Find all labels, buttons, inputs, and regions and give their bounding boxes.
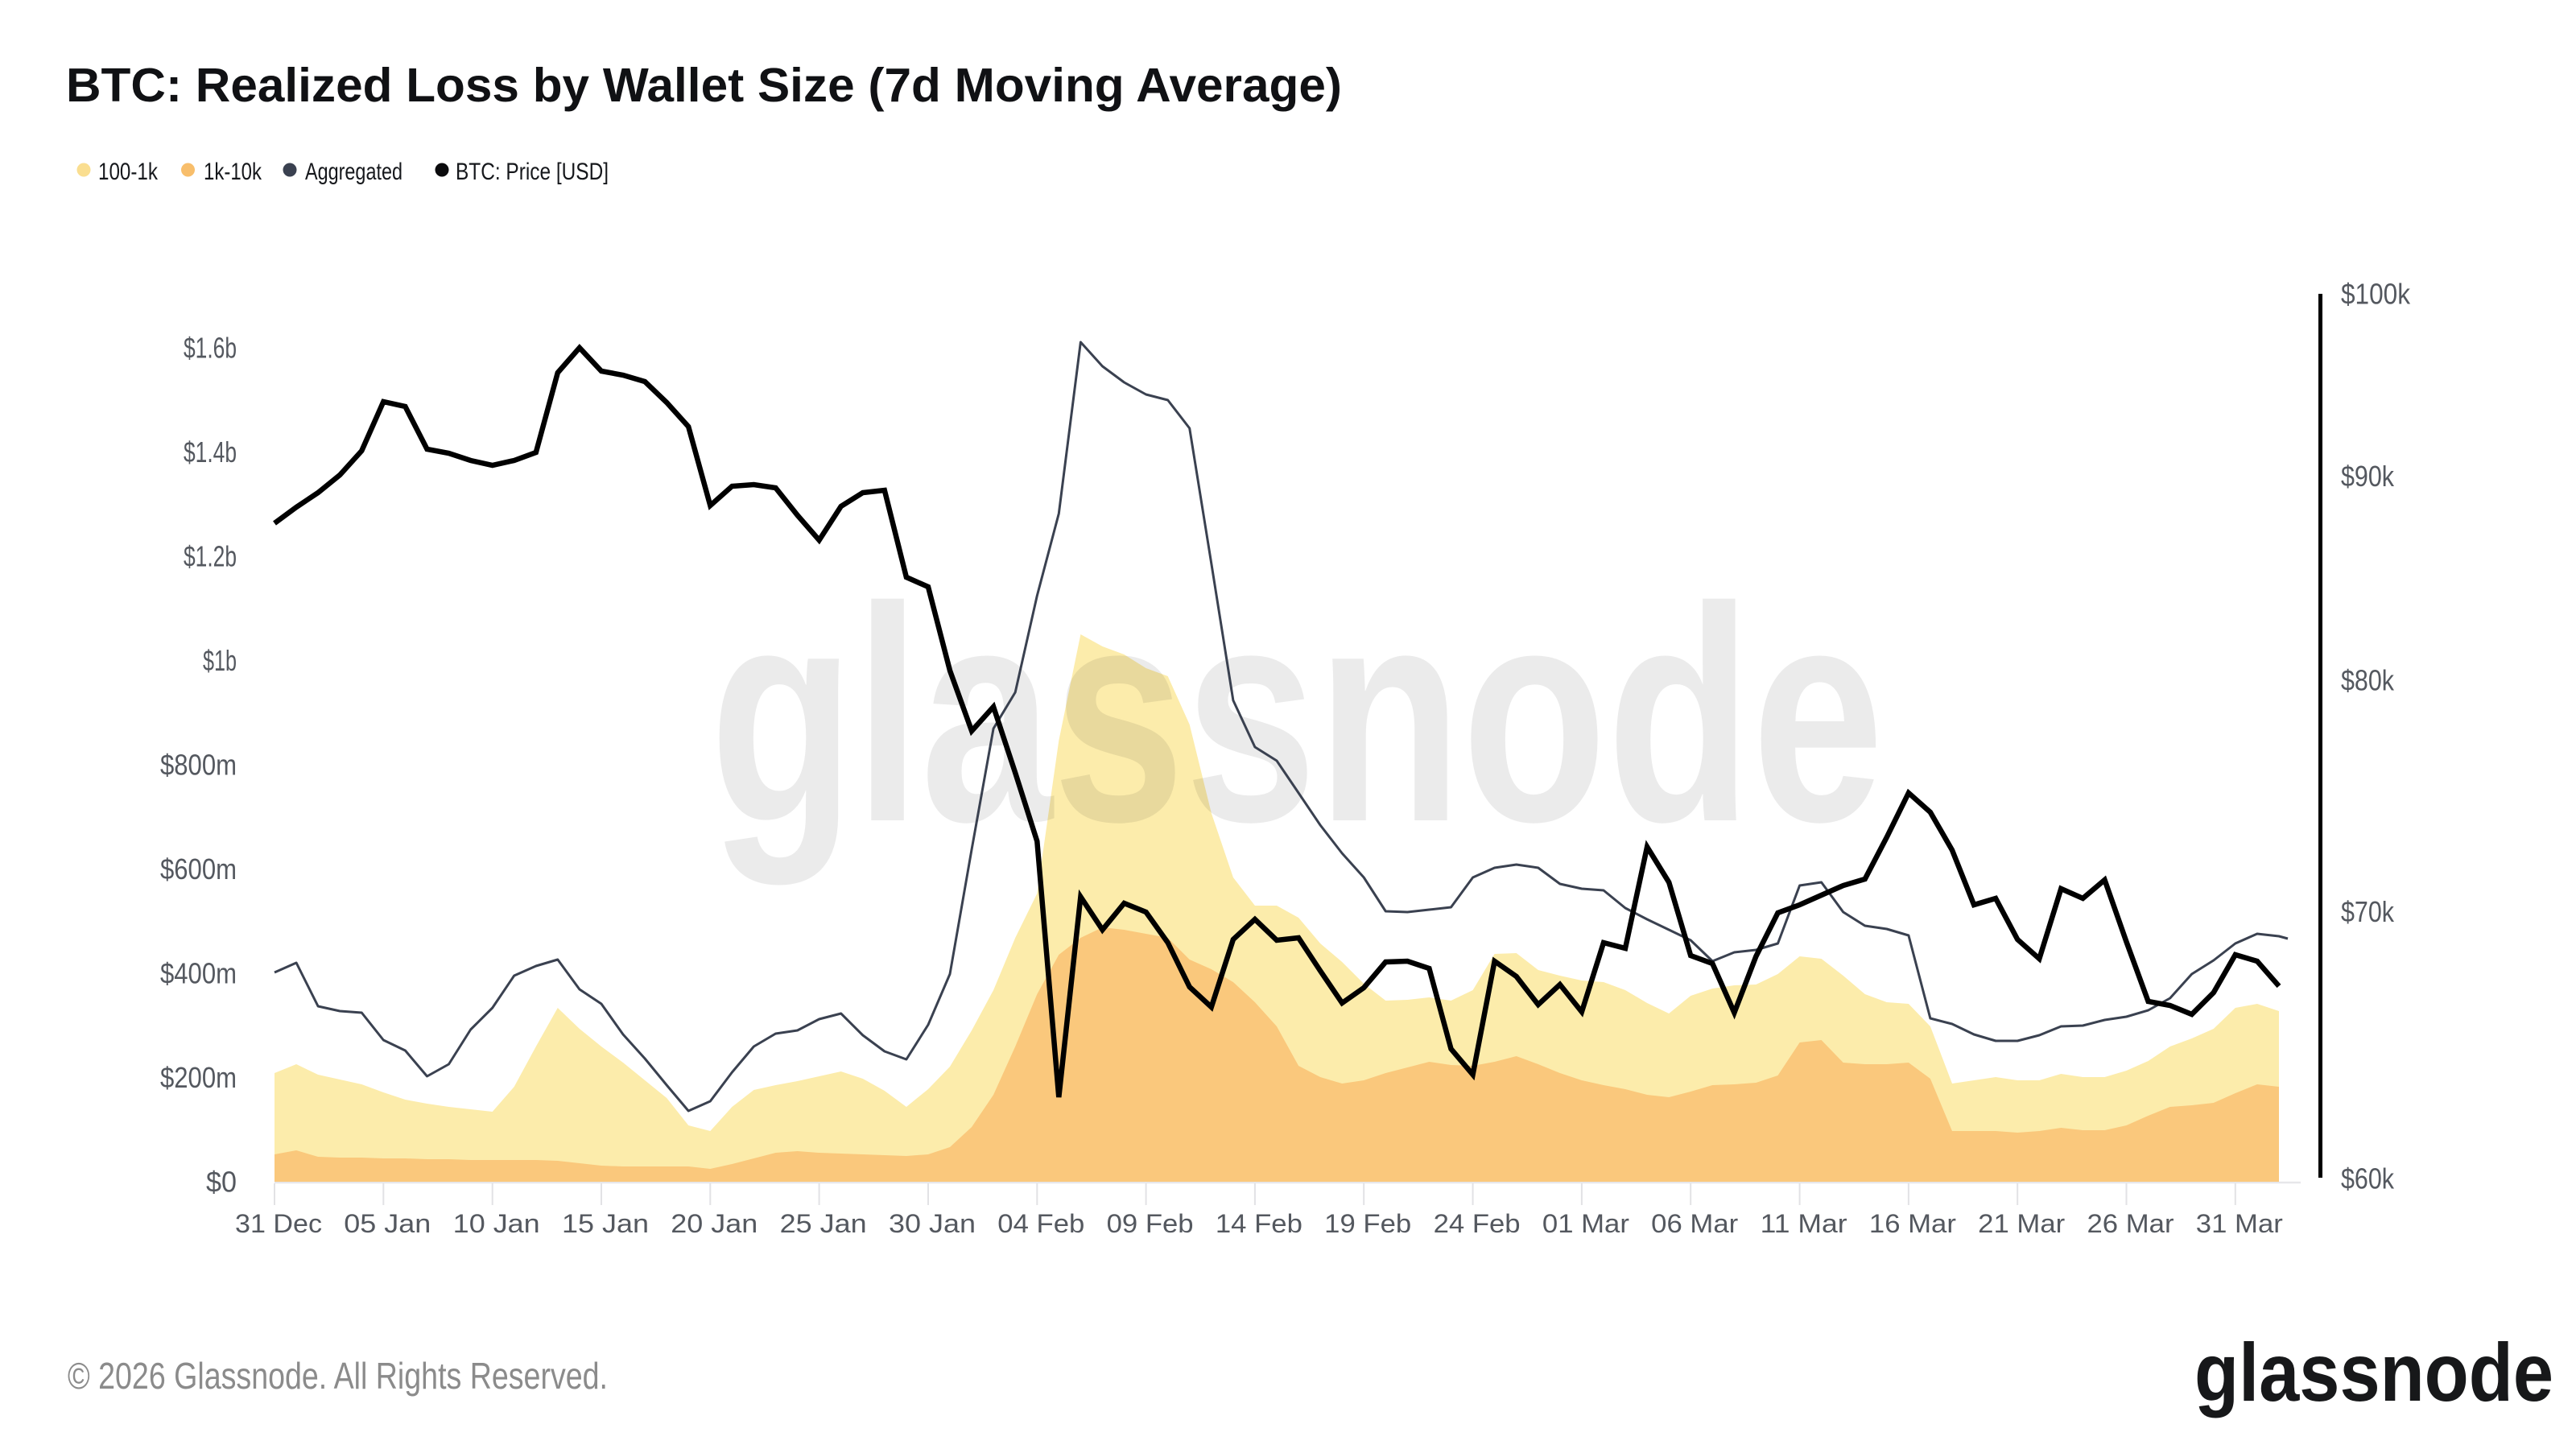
svg-text:31 Mar: 31 Mar bbox=[2196, 1209, 2283, 1238]
svg-text:04 Feb: 04 Feb bbox=[997, 1209, 1084, 1238]
svg-text:06 Mar: 06 Mar bbox=[1651, 1209, 1738, 1238]
svg-text:21 Mar: 21 Mar bbox=[1978, 1209, 2065, 1238]
svg-text:© 2026 Glassnode. All Rights R: © 2026 Glassnode. All Rights Reserved. bbox=[68, 1355, 608, 1397]
svg-text:$400m: $400m bbox=[160, 957, 237, 990]
svg-text:$1b: $1b bbox=[203, 644, 237, 677]
svg-text:24 Feb: 24 Feb bbox=[1434, 1209, 1521, 1238]
svg-text:100-1k: 100-1k bbox=[98, 159, 159, 185]
svg-text:glassnode: glassnode bbox=[2194, 1327, 2553, 1418]
svg-text:11 Mar: 11 Mar bbox=[1761, 1209, 1847, 1238]
svg-text:$1.4b: $1.4b bbox=[184, 436, 237, 469]
svg-text:30 Jan: 30 Jan bbox=[889, 1209, 976, 1238]
svg-text:$600m: $600m bbox=[160, 852, 237, 886]
svg-text:05 Jan: 05 Jan bbox=[344, 1209, 431, 1238]
svg-text:$200m: $200m bbox=[160, 1061, 237, 1094]
svg-text:$70k: $70k bbox=[2341, 895, 2395, 928]
svg-text:$80k: $80k bbox=[2341, 664, 2395, 697]
svg-text:$90k: $90k bbox=[2341, 460, 2395, 493]
svg-text:$1.6b: $1.6b bbox=[184, 332, 237, 365]
svg-text:$0: $0 bbox=[206, 1166, 237, 1199]
svg-text:BTC: Realized Loss by Wallet S: BTC: Realized Loss by Wallet Size (7d Mo… bbox=[66, 59, 1342, 112]
svg-text:glassnode: glassnode bbox=[710, 544, 1885, 887]
svg-text:20 Jan: 20 Jan bbox=[671, 1209, 758, 1238]
svg-text:$1.2b: $1.2b bbox=[184, 540, 237, 573]
svg-text:09 Feb: 09 Feb bbox=[1107, 1209, 1194, 1238]
svg-text:31 Dec: 31 Dec bbox=[235, 1209, 322, 1238]
svg-text:26 Mar: 26 Mar bbox=[2087, 1209, 2174, 1238]
svg-text:16 Mar: 16 Mar bbox=[1869, 1209, 1956, 1238]
svg-text:$60k: $60k bbox=[2341, 1162, 2395, 1195]
svg-text:01 Mar: 01 Mar bbox=[1542, 1209, 1629, 1238]
svg-text:10 Jan: 10 Jan bbox=[453, 1209, 540, 1238]
svg-text:BTC: Price [USD]: BTC: Price [USD] bbox=[456, 159, 609, 185]
svg-text:Aggregated: Aggregated bbox=[305, 159, 402, 185]
svg-text:14 Feb: 14 Feb bbox=[1216, 1209, 1302, 1238]
svg-text:19 Feb: 19 Feb bbox=[1324, 1209, 1411, 1238]
svg-text:1k-10k: 1k-10k bbox=[204, 159, 262, 185]
svg-text:$800m: $800m bbox=[160, 749, 237, 782]
svg-text:25 Jan: 25 Jan bbox=[780, 1209, 867, 1238]
svg-text:$100k: $100k bbox=[2341, 278, 2411, 311]
svg-text:15 Jan: 15 Jan bbox=[562, 1209, 649, 1238]
